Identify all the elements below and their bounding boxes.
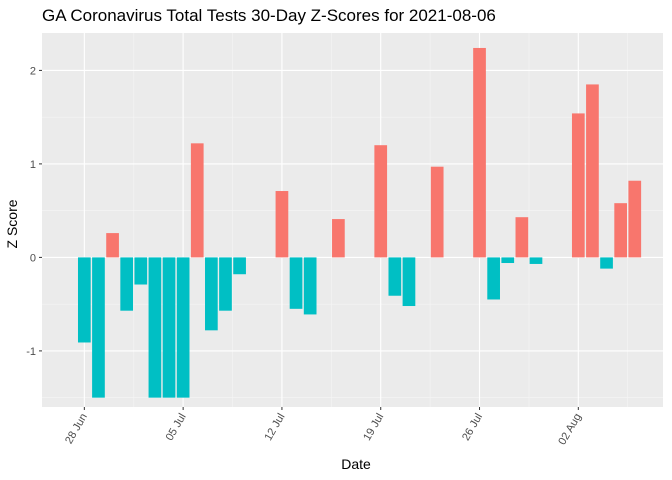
x-tick-label: 26 Jul [460, 412, 485, 443]
bar [148, 257, 162, 398]
bar [190, 143, 204, 258]
bar [176, 257, 190, 398]
bar [571, 113, 585, 258]
bar [92, 257, 105, 398]
x-tick-label: 05 Jul [164, 412, 189, 443]
bar [586, 84, 599, 258]
bar [219, 257, 232, 311]
x-axis: 28 Jun 05 Jul 12 Jul 19 Jul 26 Jul 02 Aug [63, 407, 584, 447]
bar [134, 257, 148, 285]
bar [205, 257, 218, 331]
bar [332, 219, 345, 258]
bar [402, 257, 416, 307]
chart-title: GA Coronavirus Total Tests 30-Day Z-Scor… [42, 6, 496, 25]
bar [77, 257, 91, 343]
x-tick-label: 28 Jun [63, 412, 90, 447]
bar [233, 257, 246, 275]
plot-panel [42, 33, 663, 407]
bar [515, 217, 529, 258]
bar [374, 145, 388, 258]
y-tick-label: 0 [30, 252, 36, 264]
x-tick-label: 02 Aug [556, 412, 584, 448]
bars [77, 47, 642, 398]
x-tick-label: 19 Jul [361, 412, 386, 443]
bar [388, 257, 402, 296]
bar [529, 257, 543, 264]
bar [120, 257, 134, 311]
bar [289, 257, 303, 309]
y-axis: -1 0 1 2 [26, 65, 42, 358]
bar [487, 257, 500, 300]
major-gridlines [42, 33, 663, 407]
x-tick-label: 12 Jul [262, 412, 287, 443]
bar [614, 203, 628, 258]
bar [600, 257, 613, 269]
bar [430, 166, 444, 258]
y-tick-label: 2 [30, 65, 36, 77]
y-tick-label: 1 [30, 159, 36, 171]
y-tick-label: -1 [26, 346, 36, 358]
bar [501, 257, 515, 264]
x-axis-title: Date [341, 456, 371, 472]
minor-gridlines [42, 33, 663, 407]
y-axis-title: Z Score [4, 199, 20, 248]
bar [106, 233, 119, 258]
bar [473, 47, 486, 258]
bar [303, 257, 317, 315]
bar [628, 180, 642, 258]
bar [162, 257, 176, 398]
bar [275, 191, 289, 258]
